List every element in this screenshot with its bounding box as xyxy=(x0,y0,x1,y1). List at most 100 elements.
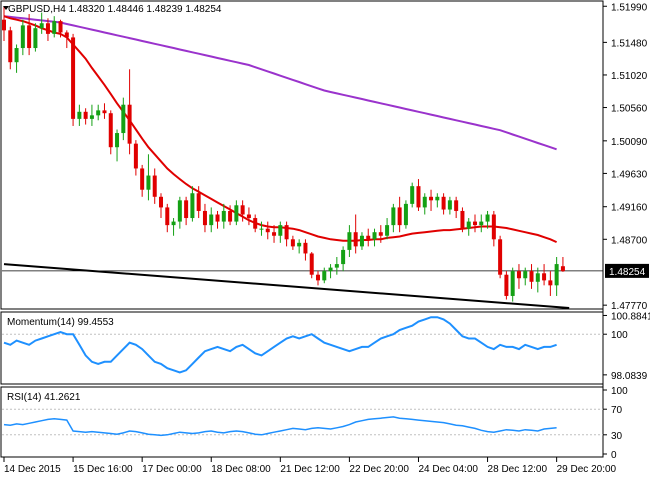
candle-bearish xyxy=(416,186,421,208)
candle-bullish xyxy=(466,221,471,229)
candle-bearish xyxy=(303,242,308,254)
candle-bearish xyxy=(184,200,189,219)
candle-bearish xyxy=(473,221,477,226)
candle-bullish xyxy=(190,193,195,219)
time-tick-label: 21 Dec 12:00 xyxy=(280,464,340,475)
candle-bullish xyxy=(391,207,396,226)
candle-bearish xyxy=(2,19,6,31)
candle-bearish xyxy=(290,239,295,247)
candle-bearish xyxy=(253,218,258,229)
rsi-line xyxy=(3,416,557,437)
candle-bearish xyxy=(429,196,434,201)
candle-bullish xyxy=(328,267,333,272)
candle-bearish xyxy=(228,210,233,222)
rsi-tick-label: 0 xyxy=(611,450,617,461)
candle-bearish xyxy=(133,143,138,169)
candle-bearish xyxy=(58,21,63,33)
candle-bullish xyxy=(89,115,94,119)
candle-bearish xyxy=(265,228,270,233)
candle-bullish xyxy=(297,242,302,247)
candle-bearish xyxy=(108,113,113,148)
candle-bullish xyxy=(177,200,182,222)
candle-bearish xyxy=(378,232,383,236)
price-tick-label: 1.51020 xyxy=(611,71,648,82)
current-price-box xyxy=(605,263,649,278)
price-tick-label: 1.47770 xyxy=(611,301,648,312)
time-tick-label: 17 Dec 00:00 xyxy=(142,464,202,475)
candle-bearish xyxy=(140,168,145,190)
candle-bearish xyxy=(560,266,565,272)
rsi-pane-border xyxy=(0,386,604,458)
candle-bullish xyxy=(278,225,283,236)
time-tick-label: 22 Dec 20:00 xyxy=(349,464,409,475)
candle-bullish xyxy=(410,186,415,204)
candle-bearish xyxy=(215,214,220,222)
sma-short-line xyxy=(3,15,558,244)
candle-bullish xyxy=(259,228,264,230)
price-tick-label: 1.49160 xyxy=(611,203,648,214)
candle-bearish xyxy=(196,193,201,211)
candle-bullish xyxy=(523,271,528,279)
price-tick-label: 1.50090 xyxy=(611,137,648,148)
candle-bearish xyxy=(102,110,107,114)
candle-bearish xyxy=(441,196,446,210)
momentum-tick-label: 100 xyxy=(611,330,628,341)
candle-bullish xyxy=(334,264,339,268)
candle-bullish xyxy=(435,196,440,201)
candle-bearish xyxy=(397,207,402,226)
candle-bullish xyxy=(20,25,25,49)
candle-bearish xyxy=(309,253,314,275)
candle-bullish xyxy=(485,214,490,222)
candle-bullish xyxy=(14,48,19,63)
current-price-label: 1.48254 xyxy=(609,267,646,278)
candle-bullish xyxy=(341,249,346,265)
price-tick-label: 1.51480 xyxy=(611,38,648,49)
time-tick-label: 18 Dec 08:00 xyxy=(211,464,271,475)
candle-bearish xyxy=(353,232,358,247)
candle-bearish xyxy=(516,271,521,279)
candle-bullish xyxy=(535,273,540,282)
trend-line xyxy=(3,263,570,309)
candle-bullish xyxy=(121,104,126,134)
momentum-pane: 100.8841 100 98.0839 xyxy=(2,311,650,382)
time-tick-label: 28 Dec 12:00 xyxy=(488,464,548,475)
candle-bullish xyxy=(372,232,377,240)
candle-bearish xyxy=(529,271,534,282)
candle-bullish xyxy=(52,21,57,34)
candle-bearish xyxy=(272,232,277,236)
candle-bullish xyxy=(209,214,214,226)
main-pane: 1.51990 1.51480 1.51020 1.50560 1.50090 1.496… xyxy=(2,2,649,312)
candle-bearish xyxy=(152,175,157,197)
candle-bullish xyxy=(234,205,239,222)
candle-bullish xyxy=(96,110,101,116)
candle-bearish xyxy=(165,207,170,226)
momentum-header: Momentum(14) 99.4553 xyxy=(7,317,114,328)
candle-bullish xyxy=(115,133,120,148)
candle-bullish xyxy=(146,175,151,190)
price-tick-label: 1.50560 xyxy=(611,104,648,115)
candle-bearish xyxy=(548,280,553,286)
candle-bullish xyxy=(385,225,390,236)
candle-bearish xyxy=(246,214,251,219)
price-tick-label: 1.48700 xyxy=(611,235,648,246)
candle-bearish xyxy=(284,225,289,240)
candle-bearish xyxy=(460,210,465,229)
candle-bearish xyxy=(159,196,163,208)
candle-bearish xyxy=(64,32,69,38)
candle-bullish xyxy=(554,264,559,286)
candle-bearish xyxy=(498,239,503,275)
main-pane-border xyxy=(0,0,604,310)
candle-bullish xyxy=(171,221,176,226)
sma-long-line xyxy=(3,15,557,151)
price-tick-label: 1.49630 xyxy=(611,169,648,180)
candle-bullish xyxy=(447,200,452,210)
time-tick-label: 24 Dec 04:00 xyxy=(418,464,478,475)
momentum-tick-label: 98.0839 xyxy=(611,371,648,382)
time-tick-label: 15 Dec 16:00 xyxy=(73,464,133,475)
candle-bullish xyxy=(77,111,82,119)
candle-bullish xyxy=(39,23,44,29)
momentum-line xyxy=(3,316,557,374)
rsi-header: RSI(14) 41.2621 xyxy=(7,392,81,403)
rsi-pane: 100 70 30 0 xyxy=(2,386,628,461)
